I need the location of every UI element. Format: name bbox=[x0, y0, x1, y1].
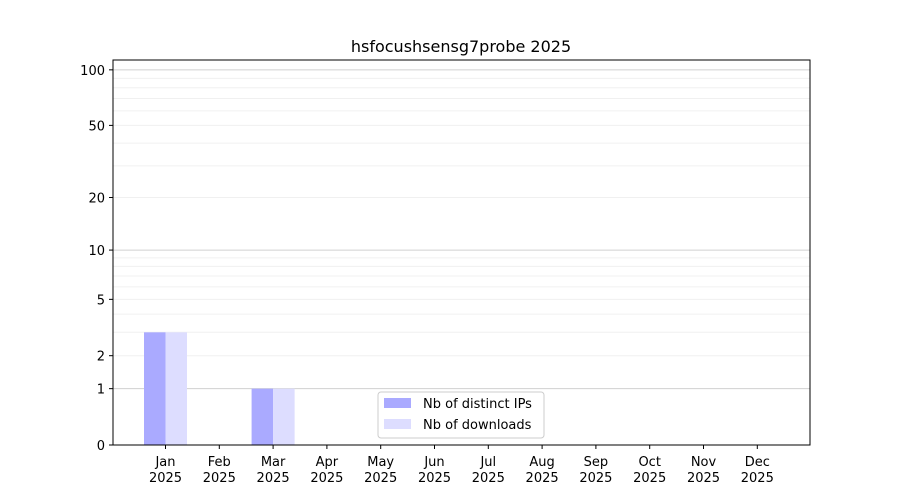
x-tick-label: Mar bbox=[261, 455, 286, 470]
plot-frame bbox=[112, 59, 811, 446]
x-tick-label: 2025 bbox=[633, 471, 666, 486]
y-tick-label: 2 bbox=[97, 350, 105, 365]
y-tick-label: 1 bbox=[97, 383, 105, 398]
y-tick-label: 100 bbox=[80, 64, 105, 79]
x-axis: Jan2025Feb2025Mar2025Apr2025May2025Jun20… bbox=[149, 445, 774, 486]
y-tick-label: 20 bbox=[88, 192, 105, 207]
x-tick-label: Jul bbox=[479, 455, 496, 470]
bar-distinct-ips bbox=[251, 388, 274, 445]
bars bbox=[144, 332, 295, 445]
chart-title: hsfocushsensg7probe 2025 bbox=[351, 37, 571, 56]
x-tick-label: 2025 bbox=[418, 471, 451, 486]
x-tick-label: 2025 bbox=[364, 471, 397, 486]
x-tick-label: Feb bbox=[208, 455, 231, 470]
y-tick-label: 10 bbox=[88, 244, 105, 259]
legend-label: Nb of downloads bbox=[423, 418, 532, 433]
y-tick-label: 0 bbox=[97, 439, 105, 454]
x-tick-label: 2025 bbox=[526, 471, 559, 486]
legend-swatch bbox=[384, 419, 411, 429]
x-tick-label: Jan bbox=[154, 455, 175, 470]
x-tick-label: 2025 bbox=[579, 471, 612, 486]
legend: Nb of distinct IPs Nb of downloads bbox=[377, 391, 545, 439]
x-tick-label: Apr bbox=[316, 455, 339, 470]
x-tick-label: 2025 bbox=[257, 471, 290, 486]
x-tick-label: 2025 bbox=[203, 471, 236, 486]
bar-downloads bbox=[273, 388, 295, 445]
legend-swatch bbox=[384, 398, 411, 408]
x-tick-label: Nov bbox=[691, 455, 717, 470]
x-tick-label: 2025 bbox=[310, 471, 343, 486]
x-tick-label: 2025 bbox=[472, 471, 505, 486]
bar-distinct-ips bbox=[144, 332, 166, 445]
x-tick-label: 2025 bbox=[741, 471, 774, 486]
x-tick-label: May bbox=[367, 455, 394, 470]
x-tick-label: Dec bbox=[745, 455, 770, 470]
x-tick-label: 2025 bbox=[149, 471, 182, 486]
y-tick-label: 50 bbox=[88, 119, 105, 134]
legend-box bbox=[377, 391, 545, 439]
x-tick-label: Jun bbox=[423, 455, 444, 470]
gridlines bbox=[113, 69, 810, 390]
x-tick-label: Sep bbox=[584, 455, 609, 470]
y-axis: 0 1 2 5 10 20 50 100 bbox=[80, 64, 113, 454]
bar-downloads bbox=[165, 332, 187, 445]
x-tick-label: 2025 bbox=[687, 471, 720, 486]
y-tick-label: 5 bbox=[97, 293, 105, 308]
x-tick-label: Aug bbox=[529, 455, 554, 470]
legend-label: Nb of distinct IPs bbox=[423, 397, 532, 412]
x-tick-label: Oct bbox=[638, 455, 660, 470]
